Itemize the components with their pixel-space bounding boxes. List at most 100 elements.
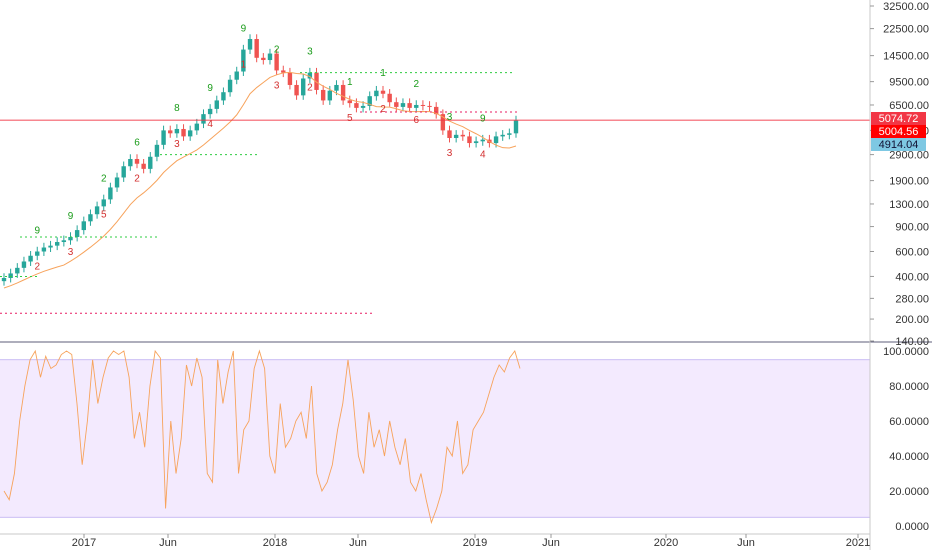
td-setup-label-green: 1: [380, 68, 386, 79]
candle[interactable]: [88, 214, 93, 222]
candle[interactable]: [68, 236, 73, 241]
candle[interactable]: [28, 255, 33, 262]
td-setup-label-green: 9: [480, 114, 486, 125]
candle[interactable]: [254, 39, 259, 58]
candle[interactable]: [227, 79, 233, 93]
candle[interactable]: [500, 134, 505, 137]
candle[interactable]: [414, 104, 419, 108]
candle[interactable]: [447, 130, 452, 138]
candle[interactable]: [94, 206, 100, 215]
candle[interactable]: [407, 103, 412, 108]
candle[interactable]: [347, 100, 352, 104]
candle[interactable]: [320, 89, 326, 101]
oscillator-panel[interactable]: [0, 349, 870, 525]
candle[interactable]: [148, 156, 153, 169]
td-setup-label-red: 6: [413, 115, 419, 126]
candle[interactable]: [387, 93, 392, 103]
candle[interactable]: [241, 49, 246, 72]
candle[interactable]: [134, 159, 140, 164]
price-badge: [871, 138, 926, 151]
candle[interactable]: [48, 245, 53, 248]
candle[interactable]: [74, 230, 80, 237]
candle[interactable]: [314, 72, 319, 90]
candle[interactable]: [201, 114, 206, 124]
td-setup-label-green: 6: [134, 138, 140, 149]
candle[interactable]: [460, 134, 466, 137]
td-setup-label-red: 2: [134, 174, 140, 185]
candle[interactable]: [480, 139, 485, 142]
candle[interactable]: [194, 123, 200, 131]
candle[interactable]: [394, 102, 399, 107]
candle[interactable]: [467, 136, 472, 144]
candle[interactable]: [1, 277, 7, 282]
candle[interactable]: [81, 221, 86, 231]
candle[interactable]: [374, 90, 379, 97]
candle[interactable]: [121, 166, 126, 178]
candle[interactable]: [307, 72, 313, 79]
price-badge-label: 5074.72: [879, 113, 919, 125]
candle[interactable]: [168, 130, 173, 134]
candle[interactable]: [114, 177, 120, 188]
candle[interactable]: [367, 96, 372, 106]
candle[interactable]: [141, 163, 146, 169]
candle[interactable]: [15, 267, 20, 274]
candle[interactable]: [493, 136, 499, 144]
candle[interactable]: [247, 39, 253, 50]
candle[interactable]: [35, 251, 40, 256]
candle[interactable]: [301, 78, 306, 96]
candle[interactable]: [287, 72, 293, 85]
candle[interactable]: [453, 134, 459, 138]
candle[interactable]: [108, 187, 113, 200]
candle[interactable]: [380, 90, 386, 94]
moving-average-line: [3, 71, 517, 289]
candle[interactable]: [427, 105, 432, 107]
candle[interactable]: [360, 105, 366, 108]
candle[interactable]: [161, 130, 166, 145]
candle[interactable]: [267, 53, 273, 61]
td-setup-label-red: 5: [347, 113, 353, 124]
oscillator-tick-label: 0.0000: [895, 521, 929, 533]
price-tick-label: 2900.00: [889, 150, 929, 162]
candle[interactable]: [513, 120, 519, 134]
candle[interactable]: [294, 84, 299, 96]
candle[interactable]: [41, 247, 47, 252]
candle[interactable]: [8, 273, 13, 278]
candle[interactable]: [101, 199, 106, 207]
candle[interactable]: [234, 71, 239, 80]
candle[interactable]: [440, 114, 446, 131]
candle[interactable]: [274, 53, 279, 71]
candle[interactable]: [61, 240, 67, 243]
candle[interactable]: [181, 128, 186, 137]
candle[interactable]: [340, 84, 346, 101]
candle[interactable]: [221, 92, 226, 101]
candle[interactable]: [214, 100, 219, 109]
candle[interactable]: [400, 103, 406, 107]
candle[interactable]: [54, 242, 60, 246]
td-setup-label-green: 3: [447, 112, 453, 123]
candle[interactable]: [187, 130, 193, 137]
td-setup-label-green: 2: [274, 44, 280, 55]
price-tick-label: 200.00: [895, 314, 929, 326]
candle[interactable]: [473, 141, 479, 144]
candle[interactable]: [354, 103, 359, 108]
x-tick-label: Jun: [159, 537, 177, 549]
candle[interactable]: [334, 84, 339, 91]
td-setup-label-red: 3: [174, 139, 180, 150]
candle[interactable]: [261, 57, 266, 61]
td-setup-label-green: 9: [68, 211, 74, 222]
candle[interactable]: [420, 104, 426, 106]
price-panel[interactable]: 9 9 2 6 8 9 9 2 3 1 1 2 3 9 2 3 5 2 3 4 1 3 2 5 2 6 3 4: [0, 24, 870, 314]
candle[interactable]: [507, 133, 512, 135]
candle[interactable]: [281, 70, 286, 73]
candle[interactable]: [128, 159, 133, 167]
oscillator-line[interactable]: [3, 349, 521, 525]
candle[interactable]: [207, 108, 213, 115]
price-tick-label: 1300.00: [889, 199, 929, 211]
x-tick-label: Jun: [542, 537, 560, 549]
candle[interactable]: [154, 144, 160, 157]
candle[interactable]: [327, 90, 333, 101]
candle[interactable]: [434, 106, 439, 115]
candle[interactable]: [21, 261, 27, 268]
candle[interactable]: [174, 128, 180, 134]
